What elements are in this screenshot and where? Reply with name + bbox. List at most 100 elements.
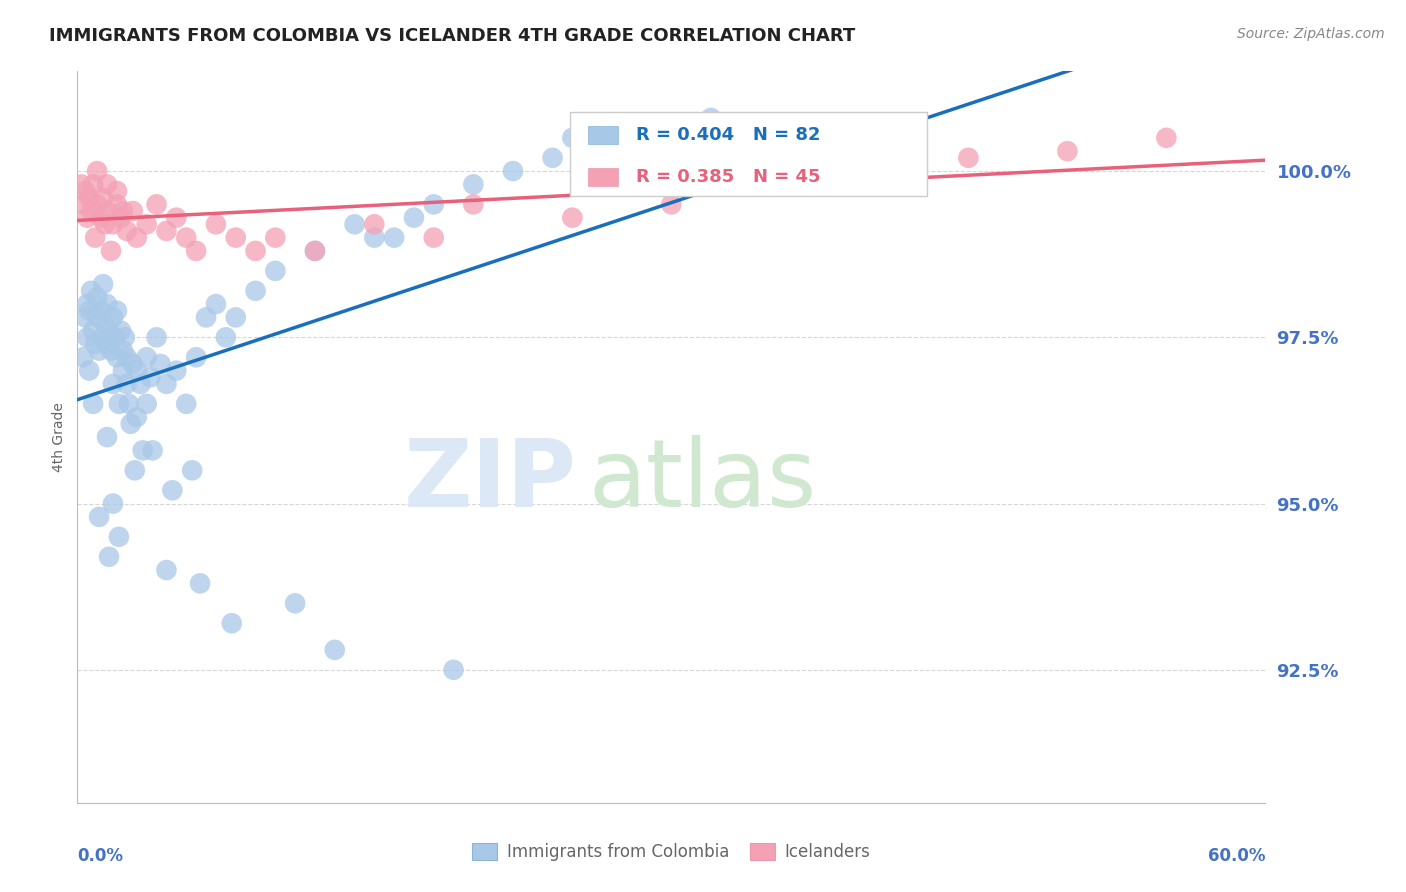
Text: atlas: atlas xyxy=(588,435,817,527)
Point xyxy=(264,230,287,244)
Point xyxy=(96,337,118,351)
Point xyxy=(86,164,108,178)
Point xyxy=(174,230,197,244)
Text: 60.0%: 60.0% xyxy=(1208,847,1265,864)
Point xyxy=(181,463,204,477)
Point xyxy=(423,197,446,211)
Point xyxy=(225,310,247,325)
Point xyxy=(125,410,148,425)
Text: R = 0.385   N = 45: R = 0.385 N = 45 xyxy=(636,169,820,186)
Point xyxy=(72,197,94,211)
Point xyxy=(105,303,128,318)
Point xyxy=(87,509,110,524)
Point xyxy=(957,151,980,165)
Point xyxy=(105,351,128,365)
Point xyxy=(96,204,118,219)
Point xyxy=(155,376,177,391)
Point xyxy=(104,330,127,344)
Point xyxy=(111,363,134,377)
Point xyxy=(423,230,446,244)
Text: Source: ZipAtlas.com: Source: ZipAtlas.com xyxy=(1237,27,1385,41)
Point xyxy=(165,211,187,225)
Point xyxy=(561,131,583,145)
Point xyxy=(264,264,287,278)
Point xyxy=(125,230,148,244)
Point xyxy=(124,463,146,477)
Point xyxy=(129,376,152,391)
Point xyxy=(108,397,131,411)
Point xyxy=(82,397,104,411)
Point xyxy=(165,363,187,377)
Point xyxy=(96,178,118,192)
Point xyxy=(304,244,326,258)
Point xyxy=(105,184,128,198)
Point xyxy=(162,483,184,498)
Point xyxy=(343,217,366,231)
Point xyxy=(304,244,326,258)
Point xyxy=(205,217,228,231)
Point xyxy=(76,211,98,225)
Point xyxy=(75,184,97,198)
Point xyxy=(284,596,307,610)
Point xyxy=(96,297,118,311)
Point xyxy=(100,343,122,358)
Point xyxy=(86,290,108,304)
Point xyxy=(98,324,121,338)
Point xyxy=(149,357,172,371)
Point xyxy=(72,351,94,365)
Point xyxy=(111,343,134,358)
Point xyxy=(759,178,782,192)
Point xyxy=(661,197,683,211)
Point xyxy=(443,663,465,677)
Point xyxy=(108,530,131,544)
Point xyxy=(186,351,208,365)
Point xyxy=(120,417,142,431)
Point xyxy=(84,337,107,351)
Point xyxy=(98,549,121,564)
Point xyxy=(323,643,346,657)
Point xyxy=(111,204,134,219)
Point xyxy=(205,297,228,311)
Legend: Immigrants from Colombia, Icelanders: Immigrants from Colombia, Icelanders xyxy=(465,836,877,868)
Point xyxy=(76,297,98,311)
Point xyxy=(94,317,117,331)
Point xyxy=(118,397,141,411)
Point xyxy=(115,351,138,365)
Point xyxy=(145,197,167,211)
Point xyxy=(155,563,177,577)
Point xyxy=(86,197,108,211)
Point xyxy=(100,244,122,258)
Point xyxy=(91,277,114,292)
Text: 0.0%: 0.0% xyxy=(77,847,124,864)
Point xyxy=(1056,144,1078,158)
Point xyxy=(131,443,153,458)
Point xyxy=(155,224,177,238)
Point xyxy=(858,164,880,178)
Point xyxy=(195,310,218,325)
Point xyxy=(110,211,132,225)
Point xyxy=(91,191,114,205)
Point xyxy=(110,324,132,338)
Point xyxy=(90,303,112,318)
Point xyxy=(145,330,167,344)
Point xyxy=(561,211,583,225)
Point xyxy=(75,310,97,325)
Point xyxy=(402,211,425,225)
Point xyxy=(84,230,107,244)
Point xyxy=(363,230,385,244)
Point xyxy=(82,178,104,192)
Point xyxy=(121,357,143,371)
Point xyxy=(94,217,117,231)
Point xyxy=(188,576,211,591)
Point xyxy=(135,217,157,231)
Point xyxy=(101,376,124,391)
Bar xyxy=(588,126,617,145)
Point xyxy=(80,284,103,298)
Point xyxy=(463,197,485,211)
Point xyxy=(115,376,138,391)
Point xyxy=(77,191,100,205)
Point xyxy=(77,303,100,318)
Point xyxy=(215,330,238,344)
Point xyxy=(221,616,243,631)
Point xyxy=(101,217,124,231)
